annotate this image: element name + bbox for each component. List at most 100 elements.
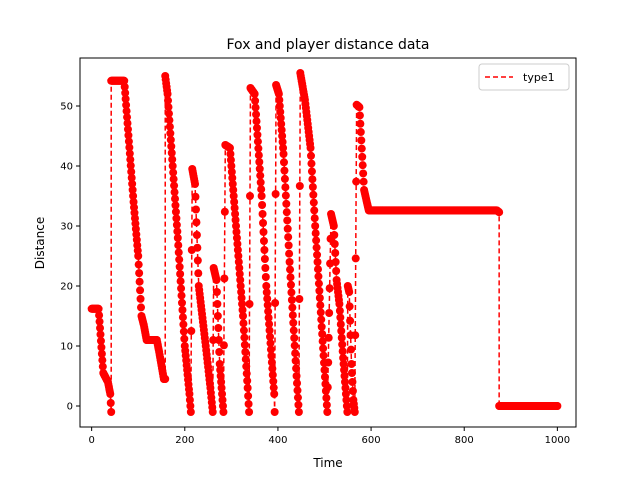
data-point — [277, 126, 286, 134]
data-point — [270, 408, 279, 416]
data-point — [191, 180, 200, 188]
data-point — [339, 354, 348, 362]
data-point — [171, 194, 180, 203]
data-point — [134, 252, 143, 260]
y-tick-label: 0 — [67, 402, 73, 413]
data-point — [294, 400, 303, 409]
data-point — [293, 386, 302, 395]
data-point — [265, 326, 274, 335]
data-point — [217, 378, 226, 386]
data-point — [236, 276, 245, 284]
data-point — [126, 161, 135, 170]
data-point — [94, 304, 103, 313]
data-point — [313, 258, 322, 266]
data-point — [185, 390, 194, 398]
data-point — [121, 94, 130, 103]
data-point — [261, 264, 270, 272]
data-point — [121, 88, 130, 97]
data-point — [175, 262, 184, 271]
data-point — [233, 240, 242, 248]
data-point — [340, 372, 349, 380]
data-point — [260, 255, 269, 263]
data-point — [311, 229, 320, 238]
data-point — [123, 125, 132, 134]
data-point — [251, 96, 260, 105]
plot-frame — [79, 57, 577, 428]
data-point — [257, 192, 266, 200]
data-point — [358, 152, 367, 161]
data-point — [293, 393, 302, 402]
data-point — [280, 166, 289, 175]
y-tick-label: 50 — [60, 102, 73, 113]
data-point — [124, 131, 133, 140]
data-point — [179, 320, 188, 329]
x-tick-label: 800 — [455, 435, 474, 446]
data-point — [234, 258, 243, 266]
data-point — [294, 408, 303, 416]
data-point — [332, 267, 341, 275]
data-point — [282, 208, 291, 217]
x-tick-label: 1000 — [545, 435, 570, 446]
data-point — [251, 103, 260, 112]
data-point — [287, 296, 296, 304]
data-point — [342, 396, 351, 404]
data-point — [308, 183, 317, 191]
data-point — [169, 168, 178, 177]
data-point — [268, 364, 277, 373]
legend: type1 — [478, 63, 570, 91]
data-point — [260, 246, 269, 254]
data-point — [495, 208, 504, 217]
data-point — [291, 349, 300, 358]
data-point — [356, 128, 365, 137]
data-point — [127, 173, 136, 182]
data-point — [285, 249, 294, 258]
legend-label: type1 — [523, 71, 555, 84]
data-point — [193, 243, 202, 252]
data-point — [174, 248, 183, 257]
data-point — [230, 198, 239, 206]
data-point — [275, 102, 284, 110]
data-point — [267, 358, 276, 367]
data-point — [356, 119, 365, 128]
data-point — [292, 372, 301, 380]
data-point — [239, 319, 248, 328]
data-point — [278, 138, 287, 146]
data-point — [209, 336, 218, 344]
data-point — [192, 231, 201, 239]
data-point — [347, 369, 356, 377]
data-point — [167, 142, 176, 151]
data-point — [136, 286, 145, 295]
data-point — [218, 402, 227, 410]
data-point — [279, 158, 288, 167]
data-point — [239, 312, 247, 320]
data-point — [266, 345, 275, 354]
data-point — [290, 334, 299, 342]
x-tick-label: 600 — [362, 435, 381, 446]
data-point — [178, 306, 187, 314]
data-point — [135, 269, 144, 278]
data-point — [331, 249, 340, 257]
data-point — [286, 273, 295, 282]
data-point — [231, 210, 240, 218]
data-point — [98, 362, 107, 371]
data-point — [357, 136, 366, 145]
data-point — [281, 183, 290, 192]
data-point — [173, 227, 182, 236]
chart-title: Fox and player distance data — [227, 37, 430, 53]
data-point — [122, 107, 131, 116]
data-point — [177, 291, 186, 300]
data-point — [129, 191, 138, 200]
x-tick-label: 200 — [175, 435, 194, 446]
data-point — [325, 284, 334, 293]
data-point — [346, 316, 355, 325]
data-point — [176, 270, 185, 278]
plot-area — [87, 69, 562, 416]
data-point — [320, 366, 329, 374]
data-point — [95, 311, 104, 320]
data-point — [262, 282, 271, 290]
data-point — [173, 234, 182, 242]
data-point — [341, 378, 349, 386]
data-point — [128, 179, 137, 188]
data-point — [265, 320, 274, 329]
